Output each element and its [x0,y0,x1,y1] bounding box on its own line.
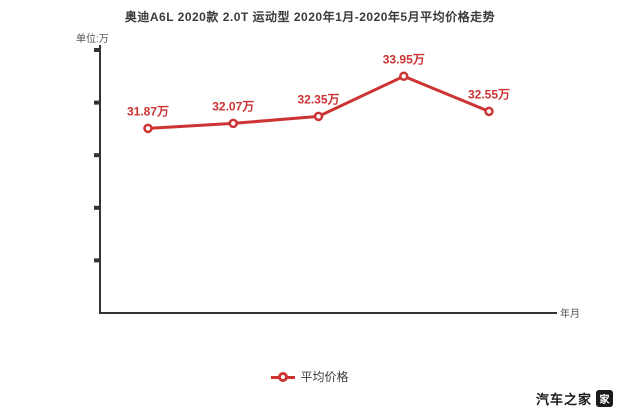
data-point-label: 32.35万 [297,92,339,106]
data-point-label: 31.87万 [127,104,169,118]
watermark: 汽车之家 家 [536,389,613,408]
x-axis-label: 年月 [560,309,580,320]
data-point-2020年1月[interactable] [143,123,153,134]
data-point-2020年2月[interactable] [228,118,238,129]
data-point-label: 32.55万 [468,87,510,101]
chart-title: 奥迪A6L 2020款 2.0T 运动型 2020年1月-2020年5月平均价格… [124,10,496,24]
data-point-2020年5月[interactable] [484,106,494,117]
watermark-text: 汽车之家 [535,392,592,407]
legend-label: 平均价格 [300,370,349,384]
legend-item-average-price[interactable]: 平均价格 [0,368,620,385]
data-point-2020年4月[interactable] [399,71,409,82]
data-point-label: 32.07万 [212,99,254,113]
autohome-logo-icon: 家 [596,390,613,407]
data-point-2020年3月[interactable] [313,111,324,122]
legend-line-marker-icon [271,370,296,384]
y-axis-unit-label: 单位:万 [76,34,109,45]
data-point-label: 33.95万 [383,52,425,66]
line-chart-plot: 31.87万 32.07万 32.35万 33.95万 32.55万 [94,45,557,314]
